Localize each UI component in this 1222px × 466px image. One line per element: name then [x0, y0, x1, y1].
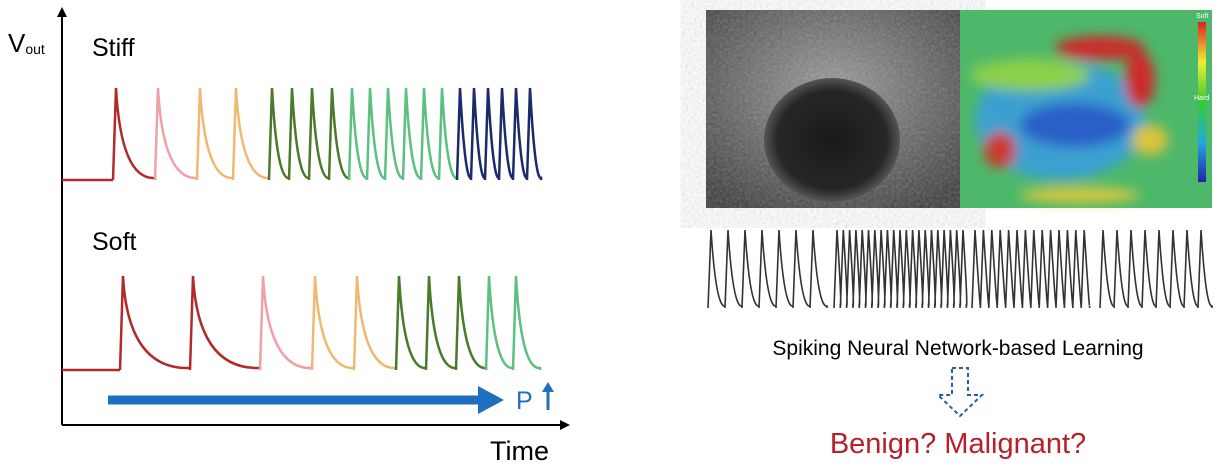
result-label: Benign? Malignant?	[830, 428, 1086, 460]
colorbar-label: Hard	[1194, 95, 1209, 102]
spike-train	[971, 229, 1091, 309]
trace-label: Soft	[92, 228, 137, 256]
trace-label: Stiff	[92, 34, 135, 62]
spike-train	[267, 87, 351, 181]
x-axis-label: Time	[490, 436, 549, 466]
y-axis-subscript: out	[25, 41, 45, 57]
y-axis-label: Vout	[8, 28, 45, 58]
down-arrow	[935, 367, 985, 418]
pressure-label: P	[516, 387, 533, 415]
pressure-up-arrowhead	[542, 382, 554, 392]
ultrasound-image: Soft Hard	[706, 10, 1212, 208]
spike-train	[455, 87, 543, 181]
spike-train	[707, 229, 828, 309]
spike-train	[258, 275, 314, 371]
spike-train	[118, 275, 262, 371]
spike-train	[310, 275, 398, 371]
spike-train	[347, 87, 459, 181]
spike-train	[153, 87, 199, 181]
colorbar-label: Soft	[1196, 13, 1209, 20]
y-axis-symbol: V	[8, 28, 26, 58]
spike-train	[484, 275, 542, 371]
method-label: Spiking Neural Network-based Learning	[772, 337, 1143, 360]
spike-train	[111, 87, 157, 181]
spike-traces	[62, 87, 543, 372]
spike-train	[833, 229, 968, 309]
spike-train	[394, 275, 488, 371]
pressure-arrowhead	[478, 386, 504, 414]
spike-trains	[707, 229, 1213, 309]
spike-train	[1099, 229, 1213, 309]
spike-train	[195, 87, 271, 181]
